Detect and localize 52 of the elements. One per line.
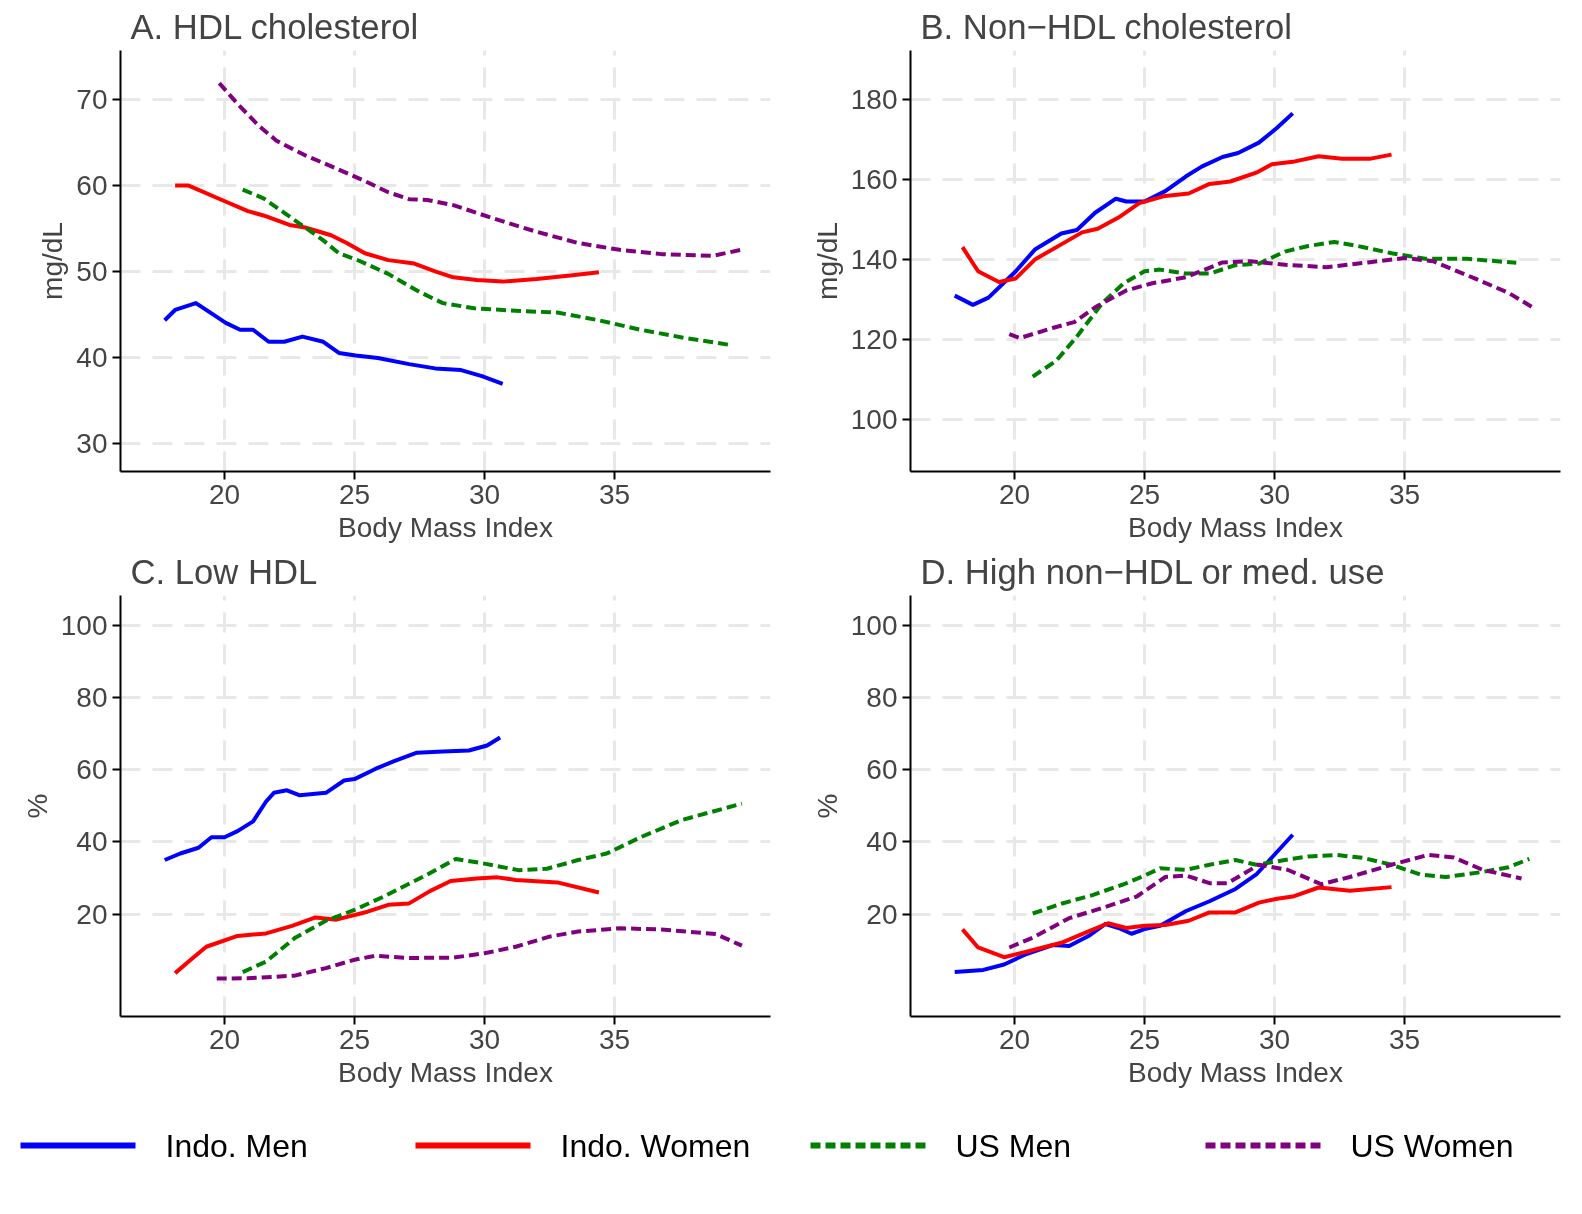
y-axis-title: % bbox=[21, 793, 53, 819]
x-tick-label: 30 bbox=[1258, 1023, 1291, 1055]
chart-title: D. High non−HDL or med. use bbox=[920, 552, 1385, 591]
x-tick-label: 30 bbox=[1258, 478, 1291, 510]
y-tick-label: 60 bbox=[866, 754, 898, 786]
x-tick-label: 20 bbox=[998, 478, 1031, 510]
chart-title: A. HDL cholesterol bbox=[130, 7, 419, 46]
y-tick-label: 30 bbox=[76, 427, 108, 459]
y-tick-label: 140 bbox=[850, 244, 898, 276]
y-axis-title: mg/dL bbox=[811, 222, 843, 300]
x-tick-label: 25 bbox=[1128, 478, 1161, 510]
x-tick-label: 25 bbox=[338, 1023, 371, 1055]
y-tick-label: 40 bbox=[76, 341, 108, 373]
y-tick-label: 40 bbox=[866, 826, 898, 858]
y-tick-label: 60 bbox=[76, 754, 108, 786]
y-tick-label: 160 bbox=[850, 163, 898, 195]
y-tick-label: 100 bbox=[850, 404, 898, 436]
y-tick-label: 20 bbox=[866, 898, 898, 930]
y-tick-label: 60 bbox=[76, 169, 108, 201]
x-tick-label: 35 bbox=[598, 478, 631, 510]
legend-label: Indo. Women bbox=[560, 1127, 751, 1164]
x-tick-label: 35 bbox=[1388, 478, 1421, 510]
legend-label: Indo. Men bbox=[165, 1127, 308, 1164]
x-tick-label: 20 bbox=[208, 1023, 241, 1055]
x-tick-label: 25 bbox=[1128, 1023, 1161, 1055]
x-tick-label: 30 bbox=[468, 478, 501, 510]
y-tick-label: 80 bbox=[866, 681, 898, 713]
y-tick-label: 80 bbox=[76, 681, 108, 713]
x-axis-title: Body Mass Index bbox=[1128, 511, 1343, 543]
x-tick-label: 35 bbox=[1388, 1023, 1421, 1055]
x-tick-label: 20 bbox=[998, 1023, 1031, 1055]
x-tick-label: 30 bbox=[468, 1023, 501, 1055]
x-tick-label: 25 bbox=[338, 478, 371, 510]
x-tick-label: 35 bbox=[598, 1023, 631, 1055]
legend-label: US Men bbox=[955, 1127, 1072, 1164]
y-tick-label: 50 bbox=[76, 255, 108, 287]
y-tick-label: 120 bbox=[850, 324, 898, 356]
y-tick-label: 180 bbox=[850, 83, 898, 115]
x-axis-title: Body Mass Index bbox=[338, 1056, 553, 1088]
x-axis-title: Body Mass Index bbox=[338, 511, 553, 543]
y-tick-label: 100 bbox=[60, 609, 108, 641]
y-tick-label: 40 bbox=[76, 826, 108, 858]
y-tick-label: 70 bbox=[76, 83, 108, 115]
y-axis-title: mg/dL bbox=[37, 222, 69, 300]
legend-label: US Women bbox=[1350, 1127, 1514, 1164]
y-axis-title: % bbox=[811, 793, 843, 819]
chart-title: B. Non−HDL cholesterol bbox=[920, 7, 1292, 46]
y-tick-label: 20 bbox=[76, 898, 108, 930]
x-tick-label: 20 bbox=[208, 478, 241, 510]
chart-title: C. Low HDL bbox=[130, 552, 318, 591]
x-axis-title: Body Mass Index bbox=[1128, 1056, 1343, 1088]
y-tick-label: 100 bbox=[850, 609, 898, 641]
